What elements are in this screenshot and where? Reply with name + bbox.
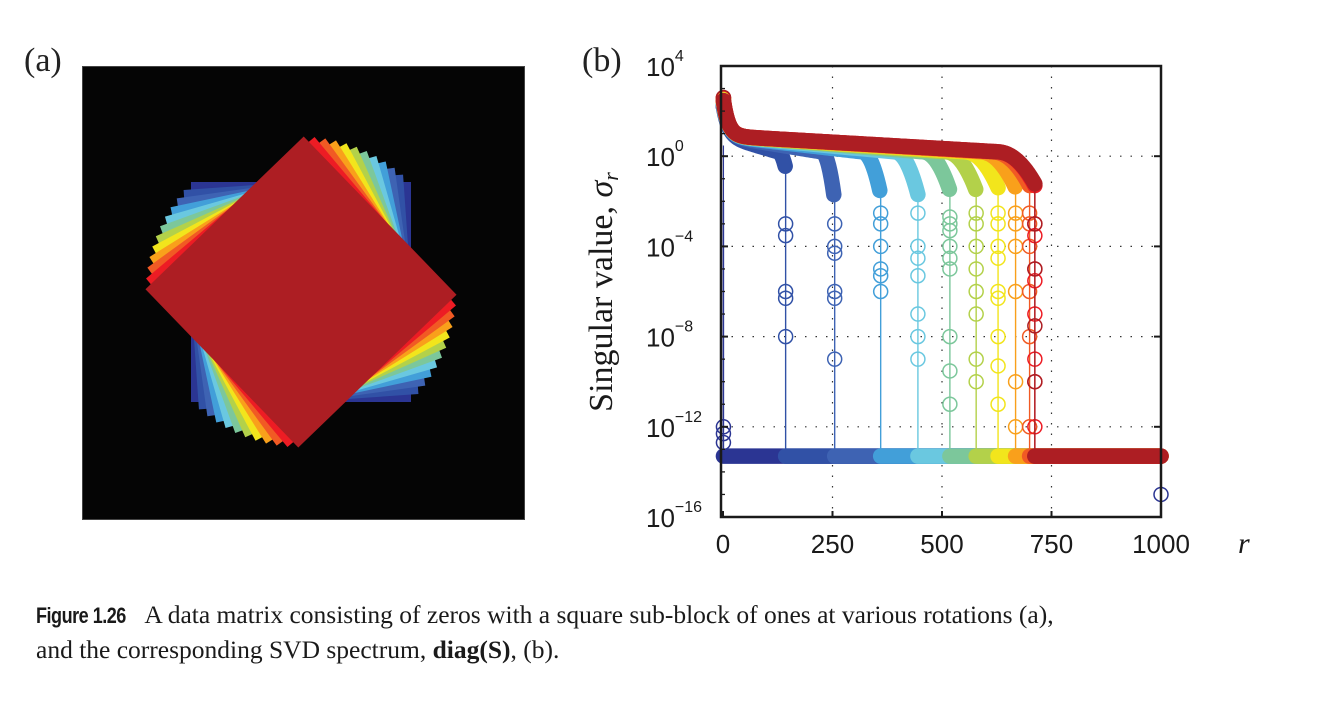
data-point [942, 238, 958, 255]
data-point [910, 238, 926, 255]
x-tick-label: 1000 [1132, 529, 1190, 559]
y-tick-label: 10−4 [646, 228, 693, 262]
data-point [910, 351, 926, 367]
panel-a-rotated-squares [82, 66, 525, 520]
data-point [942, 222, 958, 239]
data-point [1021, 419, 1038, 435]
data-point [990, 283, 1006, 300]
data-point [1027, 216, 1043, 232]
y-axis-label: Singular value, σr [583, 172, 623, 412]
caption-line-1: Figure 1.26 A data matrix consisting of … [36, 598, 1296, 633]
singular-value-curve [715, 92, 1043, 192]
caption-line-2: and the corresponding SVD spectrum, diag… [36, 633, 1296, 667]
panel-a-label: (a) [24, 42, 62, 79]
data-point [990, 250, 1006, 266]
figure-caption: Figure 1.26 A data matrix consisting of … [36, 598, 1296, 667]
data-point [910, 267, 926, 284]
data-point [968, 238, 984, 255]
panel-b-label: (b) [582, 42, 622, 79]
x-tick-label: 750 [1030, 529, 1073, 559]
data-point [990, 216, 1006, 232]
data-point [872, 261, 889, 277]
data-point [968, 373, 984, 390]
data-point [872, 267, 889, 284]
data-point [942, 396, 958, 412]
data-point [910, 205, 926, 221]
rotated-squares-image [145, 136, 457, 448]
data-point [872, 238, 889, 255]
y-tick-label: 10−8 [646, 319, 693, 353]
caption-bold-term: diag(S) [432, 635, 511, 664]
series-layer [715, 89, 1169, 503]
caption-text-1: A data matrix consisting of zeros with a… [144, 600, 1054, 629]
figure-number: Figure 1.26 [36, 603, 126, 628]
svd-spectrum-chart: 0 250 500 750 1000 10410010−410−810−1210−16 … [583, 48, 1250, 560]
data-point-first [715, 89, 732, 106]
caption-text-2: and the corresponding SVD spectrum, [36, 635, 427, 664]
data-point [872, 283, 889, 300]
data-point [942, 216, 958, 232]
data-point [777, 227, 794, 244]
data-point [826, 238, 843, 255]
data-point [1027, 261, 1043, 277]
data-point [990, 396, 1006, 412]
data-point [968, 306, 984, 322]
y-tick-label: 10−16 [646, 499, 702, 533]
data-point [872, 216, 889, 232]
rotated-square-12 [145, 136, 457, 448]
data-point [777, 290, 794, 307]
data-point [968, 283, 984, 300]
data-point [826, 351, 843, 367]
x-tick-label: 500 [920, 529, 963, 559]
data-point [777, 328, 794, 345]
data-point [968, 261, 984, 277]
data-point [968, 205, 984, 221]
data-point [968, 216, 984, 232]
data-point [942, 250, 958, 266]
data-point [990, 238, 1006, 255]
sigma-symbol: σ [583, 180, 620, 198]
data-point [910, 250, 926, 266]
x-axis-label: r [1238, 527, 1250, 560]
data-point [990, 205, 1006, 221]
data-point [826, 216, 843, 232]
data-point [910, 328, 926, 345]
y-tick-labels: 104 100 10−4 10−8 10−12 10−16 [646, 48, 702, 533]
data-point [872, 205, 889, 221]
x-tick-labels: 0 250 500 750 1000 [716, 529, 1190, 559]
data-point [1027, 373, 1043, 390]
data-point [968, 351, 984, 367]
y-tick-label: 10−12 [646, 409, 702, 443]
tick-marks [721, 65, 1162, 518]
data-point [777, 283, 794, 300]
y-tick-label: 100 [646, 138, 684, 172]
series-rotation-12 [715, 89, 1169, 464]
x-tick-label: 250 [811, 529, 854, 559]
y-axis-label-text: Singular value, [583, 198, 620, 412]
x-tick-label: 0 [716, 529, 730, 559]
data-point [990, 358, 1006, 374]
data-point [990, 328, 1006, 345]
data-point [942, 363, 958, 379]
data-point [1027, 318, 1043, 334]
data-point [1007, 373, 1024, 390]
data-point [942, 261, 958, 277]
data-point [777, 216, 794, 232]
caption-text-3: , (b). [510, 635, 560, 664]
data-point [910, 306, 926, 322]
data-point [826, 245, 843, 261]
data-point [826, 290, 843, 307]
data-point [990, 290, 1006, 307]
data-point [942, 328, 958, 345]
y-tick-label: 104 [646, 48, 684, 82]
data-point [826, 283, 843, 300]
